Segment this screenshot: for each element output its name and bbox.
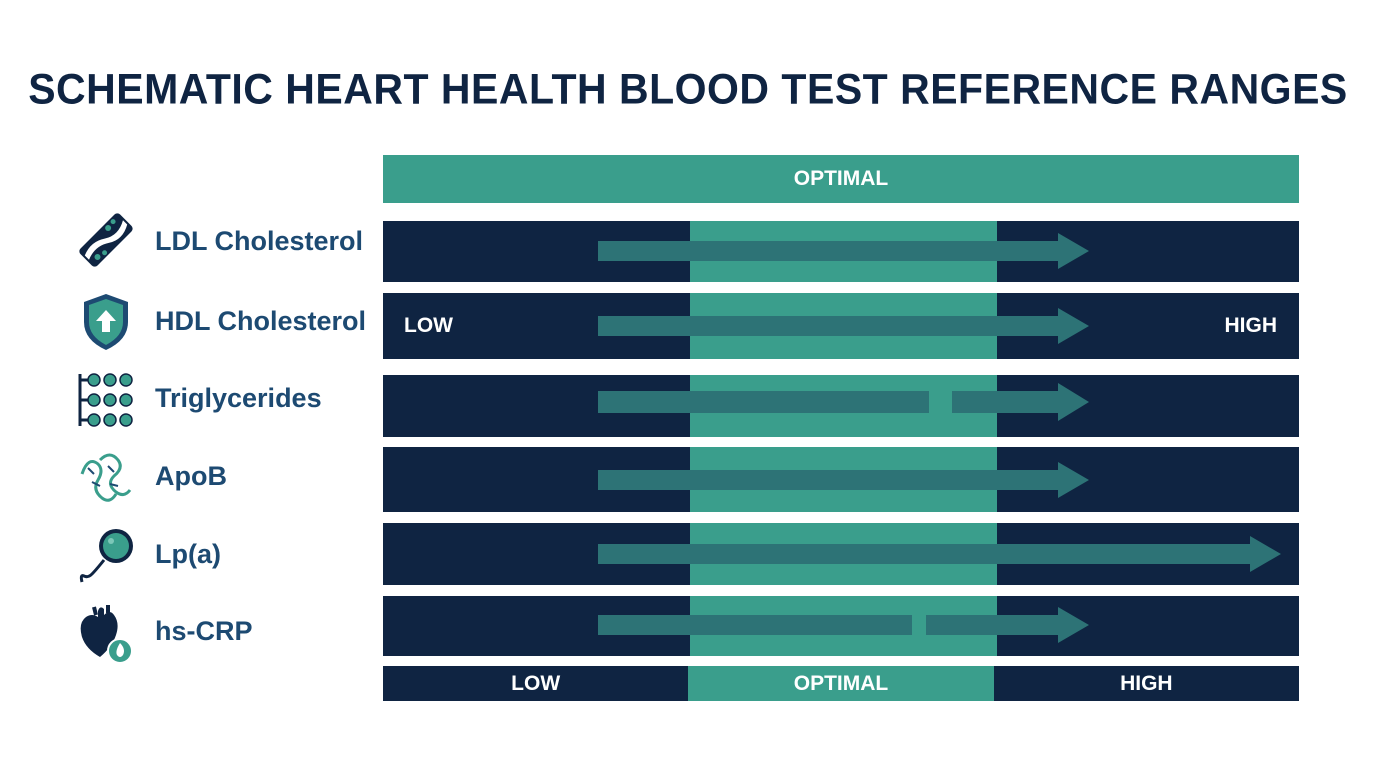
range-row-triglycerides	[383, 375, 1299, 437]
heart-inflammation-icon	[74, 601, 138, 665]
range-row-hdl: LOW HIGH	[383, 293, 1299, 359]
optimal-header-band: OPTIMAL	[383, 155, 1299, 203]
molecule-chain-icon	[74, 368, 138, 432]
axis-high: HIGH	[993, 666, 1299, 701]
row-label-hdl: HDL Cholesterol	[155, 306, 367, 336]
axis-optimal: OPTIMAL	[688, 666, 994, 701]
row-low-label: LOW	[404, 314, 453, 337]
row-label-hscrp: hs-CRP	[155, 616, 253, 646]
range-row-hscrp	[383, 596, 1299, 656]
range-axis: LOW OPTIMAL HIGH	[383, 666, 1299, 701]
range-arrow	[598, 462, 1089, 498]
lipoprotein-particle-icon	[74, 524, 138, 588]
shield-up-arrow-icon	[74, 290, 138, 354]
range-row-apob	[383, 447, 1299, 512]
range-arrow	[598, 607, 1089, 643]
row-label-ldl: LDL Cholesterol	[155, 226, 364, 256]
row-high-label: HIGH	[1224, 314, 1278, 337]
range-arrow	[598, 383, 1089, 421]
row-label-apob: ApoB	[155, 461, 227, 491]
range-arrow	[598, 536, 1281, 572]
blood-vessel-icon	[74, 208, 138, 272]
range-row-lpa	[383, 523, 1299, 585]
axis-low: LOW	[383, 666, 689, 701]
row-label-lpa: Lp(a)	[155, 539, 221, 569]
row-label-triglycerides: Triglycerides	[155, 383, 322, 413]
range-row-ldl	[383, 221, 1299, 282]
protein-strand-icon	[74, 446, 138, 510]
page-title: SCHEMATIC HEART HEALTH BLOOD TEST REFERE…	[28, 64, 1348, 114]
range-arrow	[598, 308, 1089, 344]
range-arrow	[598, 233, 1089, 269]
